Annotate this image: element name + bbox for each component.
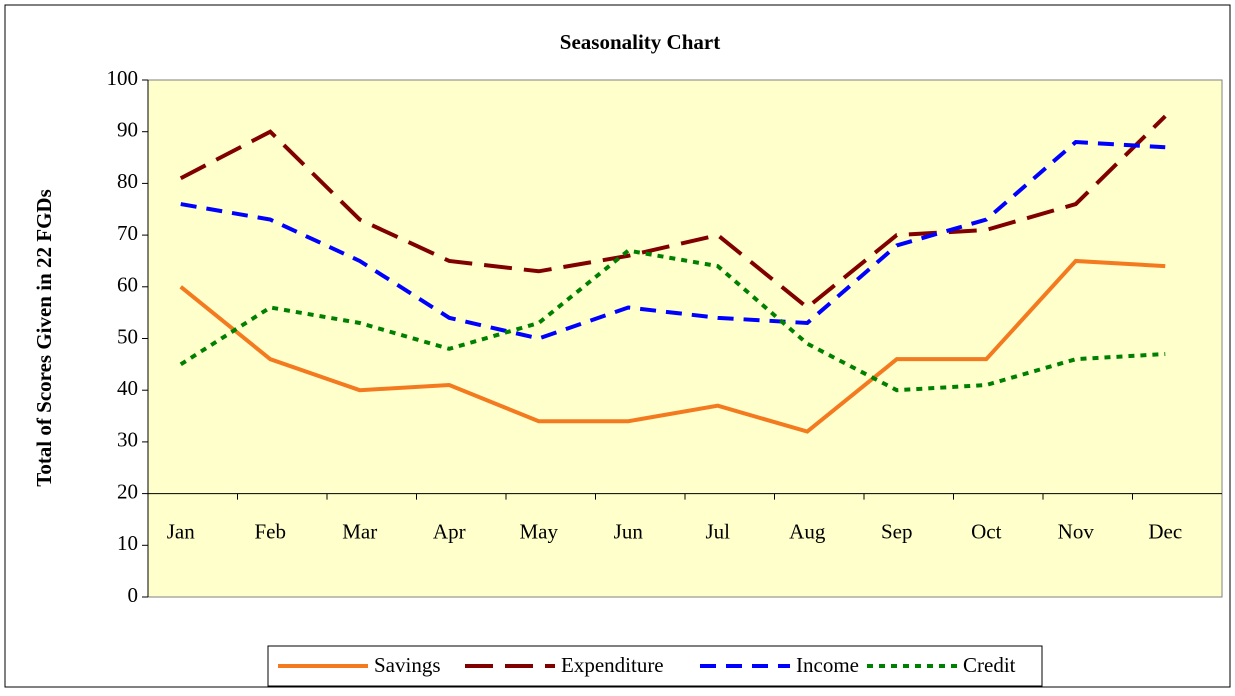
x-tick-label: Sep xyxy=(881,519,913,543)
legend-box xyxy=(267,645,1043,687)
y-tick-label: 0 xyxy=(128,583,139,607)
y-tick-label: 80 xyxy=(117,169,138,193)
y-tick-label: 10 xyxy=(117,531,138,555)
plot-area xyxy=(147,79,1223,598)
x-tick-label: Jan xyxy=(167,519,195,543)
x-tick-label: Jul xyxy=(705,519,730,543)
y-tick-label: 50 xyxy=(117,324,138,348)
series-line xyxy=(179,258,1166,434)
y-tick-label: 60 xyxy=(117,273,138,297)
chart-title: Seasonality Chart xyxy=(560,30,720,54)
legend-label: Savings xyxy=(374,653,441,677)
series-line xyxy=(179,114,1167,311)
x-tick-label: Nov xyxy=(1058,519,1095,543)
y-tick-label: 40 xyxy=(117,376,138,400)
x-tick-label: Feb xyxy=(255,519,287,543)
x-tick-label: Jun xyxy=(614,519,644,543)
y-tick-label: 70 xyxy=(117,221,138,245)
legend-label: Expenditure xyxy=(561,653,664,677)
x-tick-label: Mar xyxy=(342,519,377,543)
y-tick-label: 30 xyxy=(117,428,138,452)
x-tick-label: May xyxy=(520,519,559,543)
y-tick-label: 90 xyxy=(117,118,138,142)
y-tick-label: 20 xyxy=(117,479,138,503)
x-tick-label: Oct xyxy=(971,519,1001,543)
y-tick-label: 100 xyxy=(107,66,139,90)
x-tick-label: Apr xyxy=(433,519,466,543)
legend-label: Credit xyxy=(963,653,1016,677)
legend-label: Income xyxy=(796,653,859,677)
x-tick-label: Aug xyxy=(789,519,826,543)
series-line xyxy=(179,248,1166,393)
x-tick-label: Dec xyxy=(1148,519,1182,543)
series-line xyxy=(180,139,1166,341)
y-axis-label: Total of Scores Given in 22 FGDs xyxy=(32,189,56,487)
